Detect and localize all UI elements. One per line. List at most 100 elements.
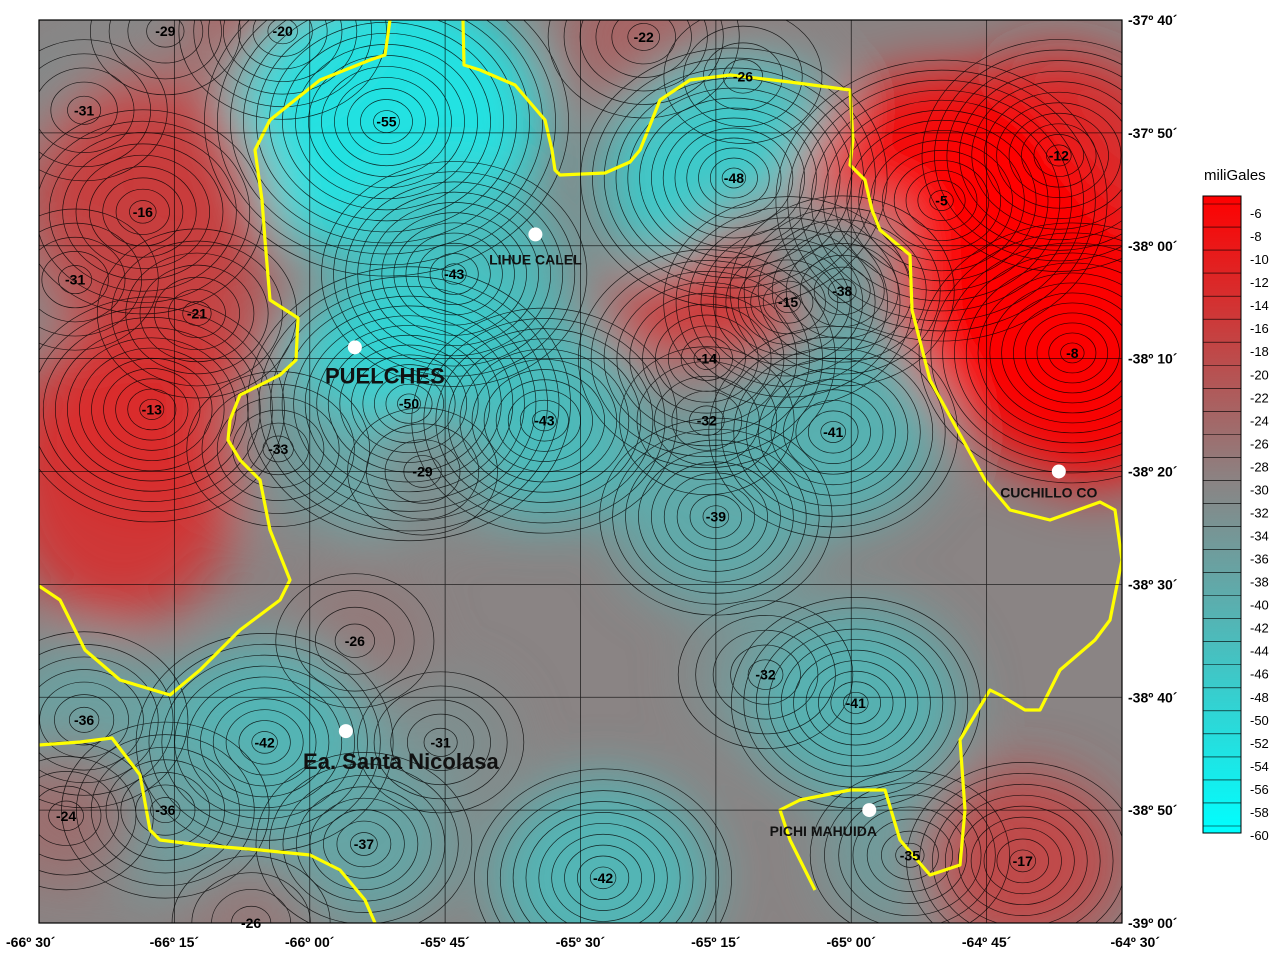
legend-tick-label: -48 [1250,690,1269,705]
contour-line [39,296,285,523]
contour-line [50,81,118,139]
legend-colorbar [1202,195,1242,834]
contour-line [770,378,896,486]
contour-line [929,190,954,211]
contour-line [115,378,189,441]
legend-tick-label: -30 [1250,482,1269,497]
legend-tick-label: -8 [1250,229,1262,244]
contour-line [362,364,456,444]
contour-line [323,809,405,879]
latitude-tick-label: -38º 40´ [1128,689,1178,705]
contour-line [725,249,851,356]
contour-line [350,832,378,856]
latitude-tick-label: -39º 00´ [1128,915,1178,931]
contour-line [334,77,439,167]
graticule [39,20,1122,923]
site-marker [862,803,877,818]
contour-line [251,731,278,754]
contour-value-label: -31 [431,734,451,750]
contour-line [758,368,909,496]
contour-line [757,219,927,363]
contour-line [193,20,372,108]
legend-tick-label: -6 [1250,206,1262,221]
contour-line [743,207,941,375]
site-marker [347,340,362,355]
contour-line [793,649,919,757]
contour-value-label: -16 [133,204,153,220]
latitude-tick-label: -37º 50´ [1128,125,1178,141]
contour-line [1060,342,1085,364]
contour-line [842,691,869,714]
latitude-tick-label: -38º 10´ [1128,351,1178,367]
contour-line [799,79,1084,322]
legend-tick-label: -12 [1250,275,1269,290]
contour-line [39,39,168,182]
contour-line [589,866,617,890]
contour-line [824,782,996,923]
contour-line [58,265,93,295]
contour-line [846,119,1037,282]
contour-line [39,756,137,876]
contour-line [547,20,740,119]
contour-line [619,346,795,496]
contour-value-label: -32 [697,413,717,429]
contour-line [339,344,479,463]
contour-line [42,317,261,502]
anomaly-blob [431,317,658,524]
contour-line [148,643,381,841]
contour-line [563,20,724,105]
contour-line [39,669,144,771]
contour-line [258,276,560,532]
contour-line [62,143,224,281]
contour-line [111,240,283,387]
contour-line [795,399,871,464]
contour-line [983,91,1122,220]
contour-line [39,771,119,861]
legend-tick-label: -36 [1250,552,1269,567]
contour-value-label: -41 [823,424,843,440]
contour-line [295,590,415,692]
contour-line [688,217,888,387]
contour-line [745,357,921,507]
legend-tick-label: -42 [1250,621,1269,636]
contour-value-label: -17 [1013,853,1033,869]
place-name-label: CUCHILLO CO [1000,484,1097,500]
contour-line [818,670,894,735]
legend-tick-label: -28 [1250,459,1269,474]
contour-line [755,618,956,788]
contour-value-label: -42 [593,870,613,886]
province-boundaries [39,20,1122,923]
contour-line [281,295,537,512]
contour-line [487,779,720,923]
contour-value-label: -36 [155,802,175,818]
contour-value-label: -36 [74,712,94,728]
contour-line [373,685,508,800]
contour-line [48,800,84,831]
contour-line [171,855,331,923]
contour-line [838,794,982,917]
place-name-label: Ea. Santa Nicolasa [303,749,499,774]
legend-tick-label: -40 [1250,598,1269,613]
contour-line [267,20,298,45]
contour-line [564,844,642,911]
contour-line [275,573,435,709]
legend-tick-label: -52 [1250,736,1269,751]
latitude-tick-labels: -37º 40´ -37º 50´ -38º 00´ -38º 10´ -38º 20´… [1128,12,1178,931]
contour-line [1024,312,1120,394]
contour-line [1009,849,1037,873]
latitude-tick-label: -38º 30´ [1128,576,1178,592]
contour-line [577,855,630,900]
contour-line [729,195,955,387]
anomaly-blob [39,71,268,352]
contour-line [411,307,678,534]
contour-value-label: -50 [399,396,419,412]
contour-value-label: -33 [268,441,288,457]
contour-line [932,783,1114,923]
contour-line [730,644,801,705]
contour-line [336,820,392,868]
contour-line [674,127,794,229]
contour-line [1046,144,1072,167]
contour-line [881,830,939,880]
contour-line [930,232,1122,474]
contour-line [895,842,925,868]
